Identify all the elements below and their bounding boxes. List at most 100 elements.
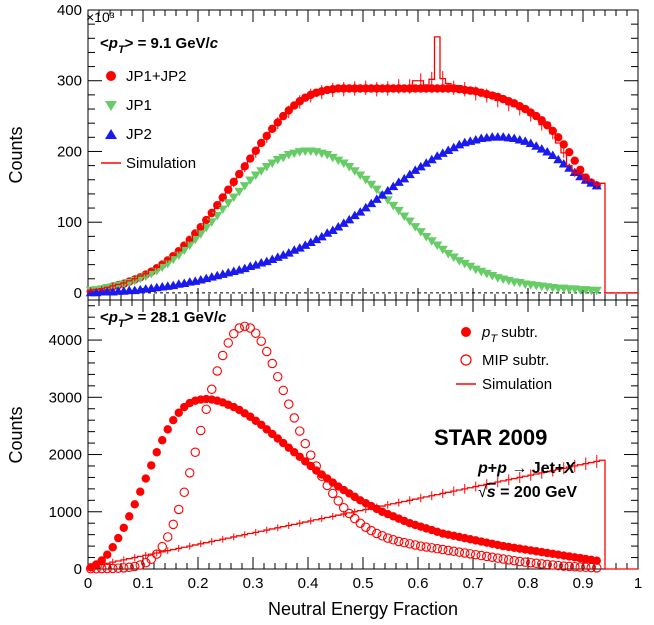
bottom-marks	[86, 321, 638, 574]
bottom-y-axis-label: Counts	[6, 406, 26, 463]
bottom-mip-subtr--point	[289, 413, 299, 423]
top-jp1-point	[217, 205, 228, 214]
top-pt-value: > = 9.1 GeV/	[125, 35, 211, 52]
x-tick-label: 0.6	[408, 575, 429, 592]
bottom-mip-subtr--point	[404, 539, 415, 549]
top-jp2-point	[525, 138, 536, 147]
energy-label: √s = 200 GeV	[478, 484, 577, 501]
bottom-mip-subtr--point	[283, 399, 294, 409]
bottom-p-t-subtr--point	[262, 425, 271, 434]
bottom-mip-subtr--point	[536, 559, 547, 569]
x-axis-label: Neutral Energy Fraction	[268, 599, 458, 619]
bottom-p-t-subtr--point	[125, 512, 134, 521]
top-jp2-point	[316, 231, 327, 241]
bottom-mip-subtr--point	[305, 450, 316, 460]
top-jp2-point	[514, 134, 525, 144]
bottom-mip-subtr--point	[459, 548, 470, 558]
top-jp2-point	[542, 146, 553, 156]
top-jp1-point	[355, 171, 366, 181]
top-jp1-point	[465, 262, 476, 272]
reaction-plus: +	[488, 460, 497, 477]
x-tick-label: 0.3	[243, 575, 264, 592]
top-jp2-point	[432, 151, 443, 160]
top-jp1-point	[272, 155, 283, 165]
top-pt-unit: c	[210, 35, 219, 52]
bottom-mip-subtr--point	[272, 371, 283, 382]
top-jp2-point	[355, 207, 366, 216]
bottom-mip-subtr--point	[525, 557, 536, 568]
bottom-mip-subtr--point	[388, 535, 398, 545]
top-jp1-point	[256, 167, 267, 176]
bottom-mip-subtr--point	[130, 561, 140, 572]
top-jp1-point	[283, 151, 294, 160]
bottom-p-t-subtr--point	[130, 500, 139, 509]
bottom-mip-subtr--point	[503, 555, 514, 565]
bottom-p-t-subtr--point	[97, 556, 106, 565]
bottom-mip-subtr--point	[174, 504, 184, 515]
legend-bottom-simulation-label: Simulation	[482, 376, 552, 393]
bottom-p-t-subtr--point	[108, 543, 117, 552]
bottom-mip-subtr--point	[393, 536, 404, 547]
bottom-mip-subtr--point	[377, 531, 387, 541]
top-jp1-point	[404, 217, 415, 226]
bottom-mip-subtr--point	[586, 562, 596, 573]
bottom-mip-subtr--point	[542, 559, 552, 570]
legend-jp1jp2-marker	[106, 71, 116, 81]
bottom-mip-subtr--point	[135, 560, 146, 570]
bottom-mip-subtr--point	[261, 346, 272, 357]
bottom-mip-subtr--point	[294, 426, 305, 436]
top-jp2-point	[371, 194, 382, 203]
top-jp1-point	[415, 228, 426, 237]
top-jp2-point	[338, 218, 349, 227]
bottom-mip-subtr--point	[113, 563, 124, 573]
bottom-p-t-subtr--point	[295, 452, 304, 462]
bottom-pt-p: p	[108, 309, 118, 326]
bottom-mip-subtr--point	[476, 550, 486, 561]
top-jp2-point	[388, 181, 399, 191]
bottom-mip-subtr--point	[245, 323, 256, 333]
top-jp1-point	[322, 151, 333, 160]
bottom-mip-subtr--point	[349, 513, 360, 524]
top-jp2-point	[448, 142, 459, 152]
bottom-mip-subtr--point	[196, 425, 206, 436]
top-jp1-point	[426, 237, 437, 246]
top-jp1-point	[228, 193, 239, 202]
bottom-p-t-subtr--point	[158, 436, 167, 445]
bottom-mip-subtr--point	[553, 560, 563, 571]
legend-jp1-label: JP1	[126, 97, 152, 114]
top-jp2-point	[443, 145, 454, 155]
top-y-axis: 0 100 200 300 400	[57, 2, 638, 302]
bottom-p-t-subtr--point	[152, 448, 161, 457]
bottom-mip-subtr--point	[146, 554, 157, 565]
x-tick-label: 1	[634, 575, 642, 592]
top-jp2-point	[333, 221, 344, 231]
bottom-mip-subtr--point	[509, 555, 519, 566]
legend-pt-p: p	[481, 324, 490, 341]
bottom-p-t-subtr--point	[141, 474, 150, 483]
bottom-mip-subtr--point	[382, 533, 393, 543]
bottom-p-t-subtr--point	[169, 415, 178, 425]
top-jp1-point	[333, 156, 344, 166]
top-jp1-point	[267, 159, 278, 168]
reaction-label: p+p → Jet+X	[477, 460, 576, 477]
bottom-mip-subtr--point	[207, 384, 217, 395]
bottom-mip-subtr--point	[163, 532, 173, 542]
top-jp1-point	[223, 199, 234, 208]
bottom-mip-subtr--point	[437, 544, 448, 555]
top-jp2-point	[327, 225, 338, 234]
top-jp2-point	[300, 240, 311, 249]
bottom-p-t-subtr--point	[119, 523, 128, 532]
bottom-p-t-subtr--point	[114, 533, 123, 543]
bottom-mip-subtr--point	[179, 487, 190, 498]
bottom-mip-subtr--point	[421, 542, 431, 552]
bottom-mip-subtr--point	[185, 468, 195, 478]
top-jp1-point	[459, 259, 470, 269]
top-jp1-point	[454, 257, 465, 266]
top-jp2-point	[366, 198, 377, 208]
top-jp2-point	[393, 177, 404, 186]
top-jp1-point	[371, 185, 382, 195]
bottom-mip-subtr--point	[432, 543, 442, 554]
energy-s: s	[487, 484, 496, 501]
bottom-simulation-histogram	[87, 459, 638, 570]
reaction-x: X	[563, 460, 576, 477]
